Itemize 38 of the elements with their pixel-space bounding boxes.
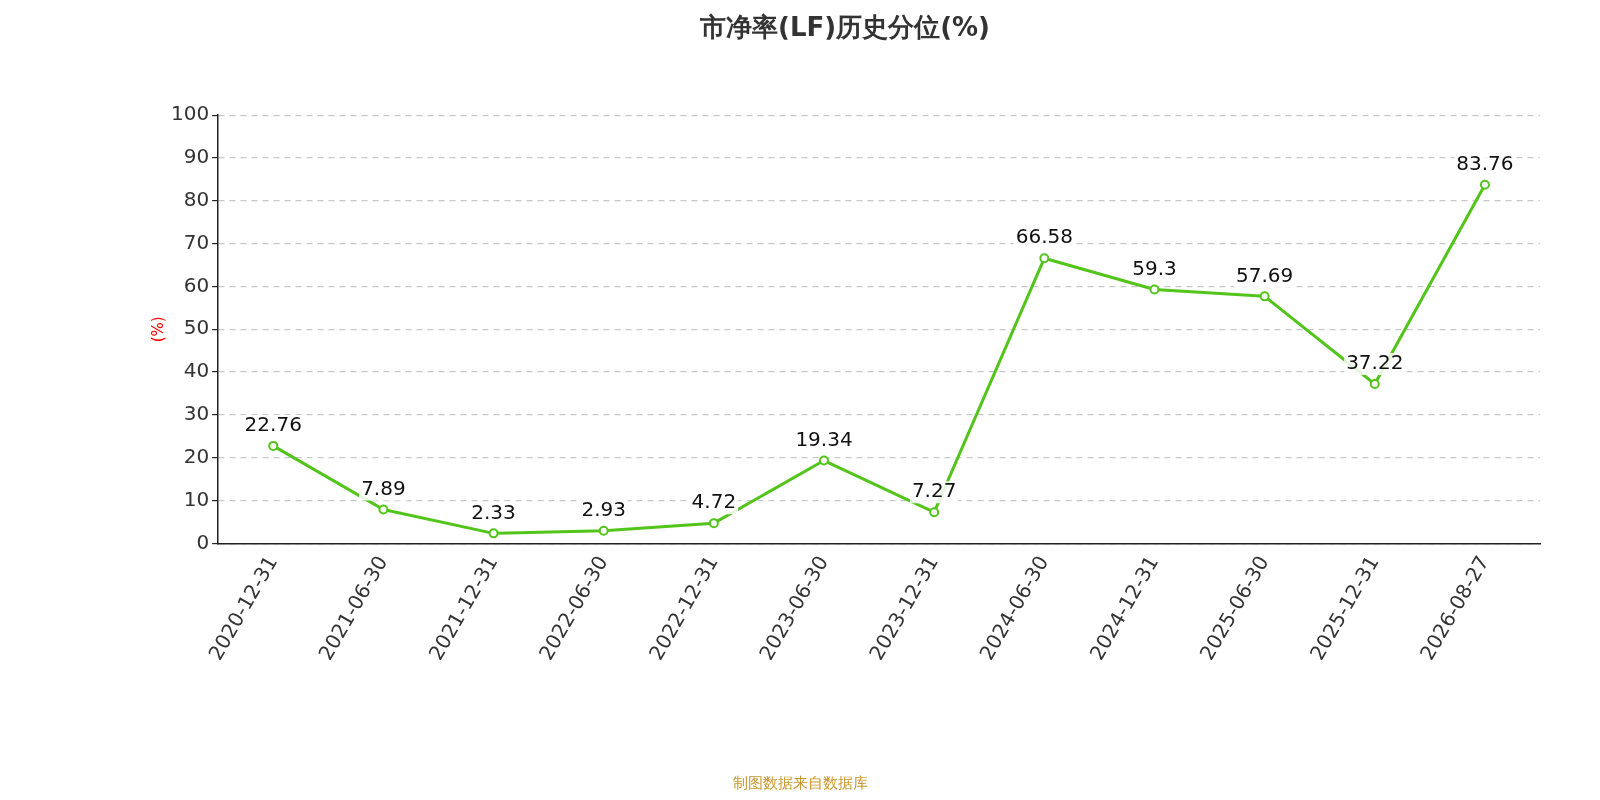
y-axis-title: (%) — [148, 316, 167, 343]
data-label: 19.34 — [795, 426, 853, 451]
data-label: 7.27 — [911, 478, 957, 503]
point — [1369, 378, 1380, 389]
data-label: 2.33 — [471, 499, 516, 524]
y-tick-label: 40 — [183, 358, 210, 383]
y-tick-label: 70 — [183, 229, 210, 254]
data-label: 22.76 — [244, 412, 302, 437]
point — [1039, 253, 1050, 264]
y-tick-label: 60 — [183, 272, 210, 297]
point — [929, 507, 940, 518]
point — [708, 518, 719, 529]
y-tick-label: 100 — [170, 101, 210, 126]
text: 制图数据来自数据库 — [731, 774, 869, 793]
y-tick-label: 90 — [183, 144, 210, 169]
point — [819, 455, 830, 466]
point — [268, 440, 279, 451]
data-label: 66.58 — [1015, 224, 1073, 249]
point — [598, 525, 609, 536]
data-label: 83.76 — [1456, 150, 1514, 175]
y-tick-label: 0 — [196, 529, 210, 554]
data-label: 7.89 — [361, 475, 406, 500]
point — [378, 504, 389, 515]
y-tick-label: 10 — [183, 486, 210, 511]
chart-title: 市净率(LF)历史分位(%) — [699, 12, 990, 43]
data-label: 59.3 — [1132, 255, 1177, 280]
y-tick-label: 20 — [183, 443, 210, 468]
point — [1479, 179, 1490, 190]
data-label: 37.22 — [1346, 350, 1404, 375]
point — [1149, 284, 1160, 295]
y-tick-label: 30 — [183, 401, 210, 426]
data-label: 4.72 — [691, 489, 737, 514]
point — [1259, 291, 1270, 302]
data-label: 57.69 — [1235, 262, 1294, 287]
point — [488, 528, 499, 539]
y-tick-label: 50 — [183, 315, 210, 340]
data-label: 2.93 — [581, 497, 626, 521]
y-tick-label: 80 — [183, 187, 210, 212]
